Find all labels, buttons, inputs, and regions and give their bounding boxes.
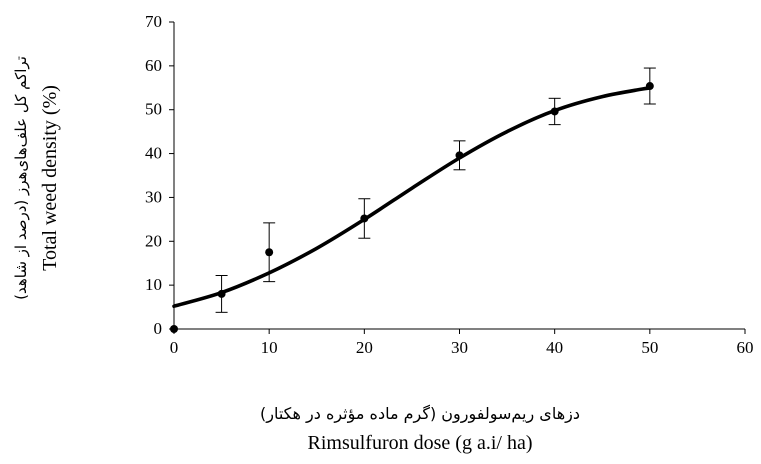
fit-curve-layer xyxy=(172,86,652,308)
axes xyxy=(173,22,745,330)
data-points xyxy=(170,82,654,333)
data-point xyxy=(170,325,178,333)
y-tick-label: 0 xyxy=(154,319,163,338)
y-tick-label: 70 xyxy=(145,12,162,31)
data-point xyxy=(645,82,654,91)
x-tick-label: 50 xyxy=(641,338,658,357)
y-tick-label: 30 xyxy=(145,187,162,206)
y-axis-label-fa: تراکم کل علف‌های‌هرز (درصد از شاهد) xyxy=(12,56,30,300)
error-bars xyxy=(215,67,656,313)
x-axis-label-en: Rimsulfuron dose (g a.i/ ha) xyxy=(307,432,533,454)
ticks: 0 10 20 30 40 50 60 70 0 10 20 30 40 50 60 xyxy=(145,12,754,357)
x-tick-label: 0 xyxy=(170,338,179,357)
y-tick-label: 20 xyxy=(145,231,162,250)
data-point xyxy=(360,214,369,223)
y-tick-label: 60 xyxy=(145,56,162,75)
data-point xyxy=(455,151,464,160)
x-axis-label-fa: دزهای ریم‌سولفورون (گرم ماده مؤثره در هک… xyxy=(260,404,580,423)
y-tick-label: 10 xyxy=(145,275,162,294)
data-point xyxy=(217,289,226,298)
data-point xyxy=(265,248,274,257)
y-axis-label-en: Total weed density (%) xyxy=(39,85,61,271)
data-point xyxy=(550,107,559,116)
x-tick-label: 10 xyxy=(261,338,278,357)
x-tick-label: 60 xyxy=(737,338,754,357)
y-tick-label: 40 xyxy=(145,144,162,163)
fit-curve xyxy=(172,86,652,308)
y-tick-label: 50 xyxy=(145,100,162,119)
x-tick-label: 40 xyxy=(546,338,563,357)
y-axis-labels: Total weed density (%) تراکم کل علف‌های‌… xyxy=(12,56,61,300)
x-tick-label: 20 xyxy=(356,338,373,357)
x-tick-label: 30 xyxy=(451,338,468,357)
